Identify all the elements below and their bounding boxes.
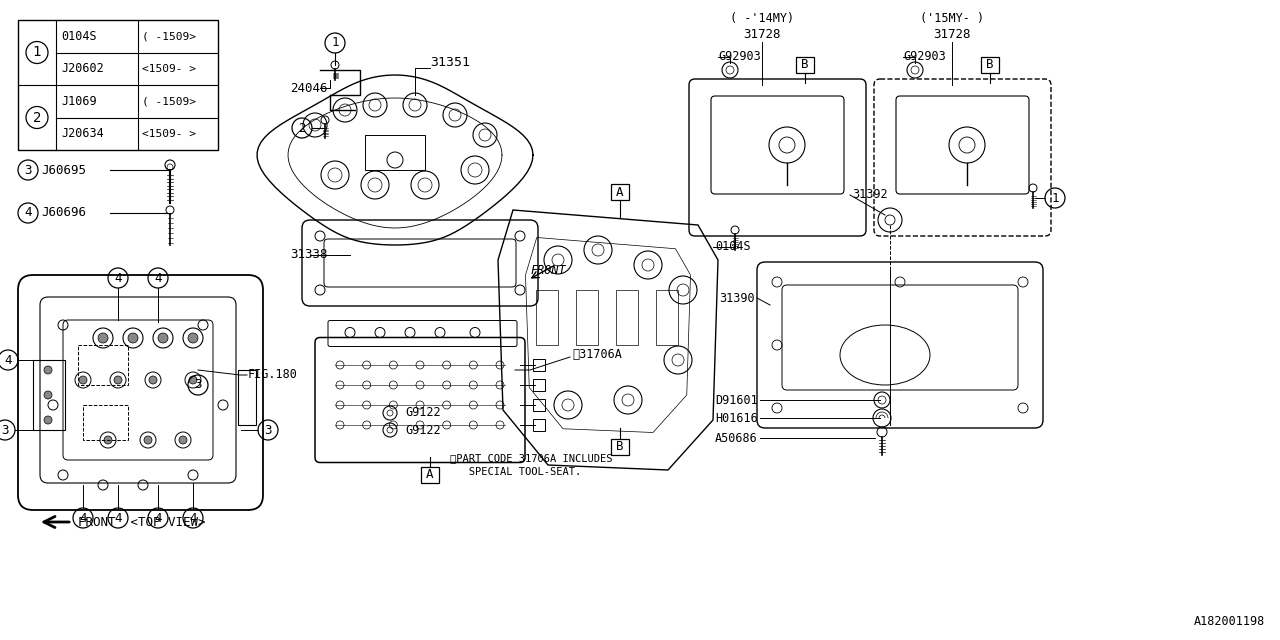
Text: ( -1509>: ( -1509> [142,96,196,106]
Bar [657,290,678,345]
Text: A: A [426,468,434,481]
Text: FRONT  <TOP VIEW>: FRONT <TOP VIEW> [78,515,206,529]
Text: 31392: 31392 [852,189,887,202]
Circle shape [104,436,113,444]
Text: ('15MY- ): ('15MY- ) [920,12,984,25]
Text: ※PART CODE 31706A INCLUDES: ※PART CODE 31706A INCLUDES [451,453,613,463]
Text: 4: 4 [4,353,12,367]
Text: 4: 4 [155,271,161,285]
Text: 1: 1 [1051,191,1059,205]
Bar [532,399,545,411]
Text: SPECIAL TOOL-SEAT.: SPECIAL TOOL-SEAT. [451,467,581,477]
Text: 2: 2 [298,122,306,134]
Circle shape [99,333,108,343]
Text: ※31706A: ※31706A [572,349,622,362]
Text: 31728: 31728 [933,28,970,41]
Text: 4: 4 [114,271,122,285]
Circle shape [189,376,197,384]
Text: 4: 4 [155,511,161,525]
Bar [532,419,545,431]
Circle shape [44,366,52,374]
Text: <1509- >: <1509- > [142,129,196,139]
Text: A: A [616,186,623,198]
Text: 3: 3 [264,424,271,436]
Text: 3: 3 [195,378,202,392]
Bar [18,20,218,150]
Text: ( -'14MY): ( -'14MY) [730,12,794,25]
Bar [576,290,598,345]
Text: G92903: G92903 [718,51,760,63]
Text: 31390: 31390 [719,291,755,305]
Circle shape [114,376,122,384]
Text: B: B [616,440,623,454]
Circle shape [143,436,152,444]
Bar [83,405,128,440]
Text: D91601: D91601 [716,394,758,406]
Bar [611,184,628,200]
Text: 0104S: 0104S [61,29,96,43]
Text: 24046: 24046 [291,81,328,95]
Bar [980,57,998,73]
Text: A50686: A50686 [716,431,758,445]
Text: J20602: J20602 [61,62,104,76]
Text: G9122: G9122 [404,424,440,436]
Text: J60695: J60695 [41,163,86,177]
Bar [421,467,439,483]
Text: 3: 3 [24,163,32,177]
Text: 31728: 31728 [744,28,781,41]
Text: 4: 4 [79,511,87,525]
Bar [611,439,628,455]
Bar [532,379,545,391]
Circle shape [44,391,52,399]
Circle shape [179,436,187,444]
Text: H01616: H01616 [716,412,758,424]
Text: 31351: 31351 [430,56,470,68]
Text: 1: 1 [332,36,339,49]
Text: 3: 3 [1,424,9,436]
Circle shape [188,333,198,343]
Text: FRONT: FRONT [530,264,566,276]
Circle shape [44,416,52,424]
Text: G9122: G9122 [404,406,440,419]
Text: 4: 4 [189,511,197,525]
Circle shape [79,376,87,384]
Bar [532,359,545,371]
Text: B: B [987,58,993,72]
Bar [616,290,637,345]
Bar [78,345,128,385]
Text: 0104S: 0104S [716,241,750,253]
Circle shape [128,333,138,343]
Text: B: B [801,58,809,72]
Bar [796,57,814,73]
Circle shape [148,376,157,384]
Bar [33,360,65,430]
Text: A182001198: A182001198 [1194,615,1265,628]
Text: J60696: J60696 [41,207,86,220]
Bar [365,135,425,170]
Text: G92903: G92903 [902,51,946,63]
Text: 31338: 31338 [291,248,328,262]
Bar [238,370,256,425]
Text: 4: 4 [24,207,32,220]
Text: <1509- >: <1509- > [142,64,196,74]
Text: 1: 1 [33,45,41,60]
Circle shape [157,333,168,343]
Text: J20634: J20634 [61,127,104,140]
Text: J1069: J1069 [61,95,96,108]
Text: ( -1509>: ( -1509> [142,31,196,41]
Text: 4: 4 [114,511,122,525]
Text: 2: 2 [33,111,41,125]
Bar [536,290,558,345]
Text: FIG.180: FIG.180 [248,369,298,381]
